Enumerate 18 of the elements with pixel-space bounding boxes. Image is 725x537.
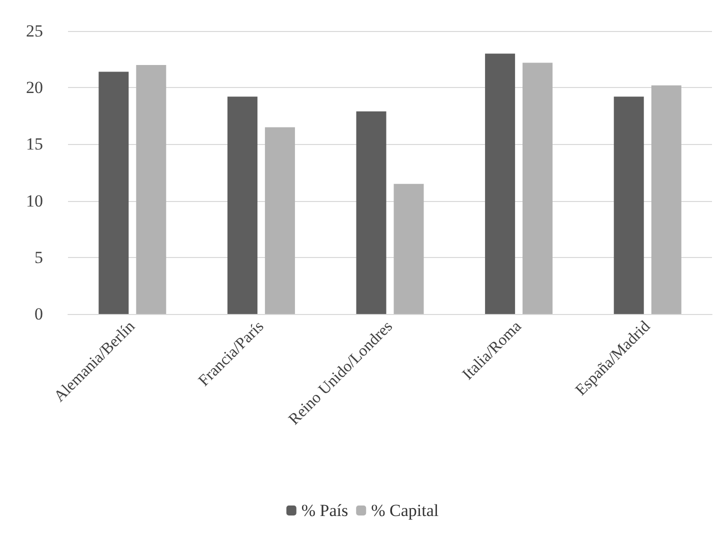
bar bbox=[522, 62, 553, 314]
y-tick-label: 15 bbox=[26, 134, 43, 154]
y-tick-label: 25 bbox=[26, 22, 43, 40]
bar bbox=[394, 184, 424, 314]
bar bbox=[264, 127, 295, 314]
bar bbox=[356, 111, 386, 314]
y-tick-label: 10 bbox=[26, 191, 43, 210]
y-tick-label: 5 bbox=[34, 248, 43, 267]
bar bbox=[651, 85, 682, 314]
bar bbox=[98, 72, 129, 314]
bar bbox=[136, 64, 166, 314]
bar bbox=[485, 54, 516, 314]
bar bbox=[614, 96, 644, 314]
legend-label: % Capital bbox=[371, 501, 439, 520]
y-tick-label: 20 bbox=[26, 78, 43, 98]
legend-label: % País bbox=[301, 501, 348, 520]
bar bbox=[227, 96, 258, 314]
y-tick-label: 0 bbox=[34, 304, 43, 324]
